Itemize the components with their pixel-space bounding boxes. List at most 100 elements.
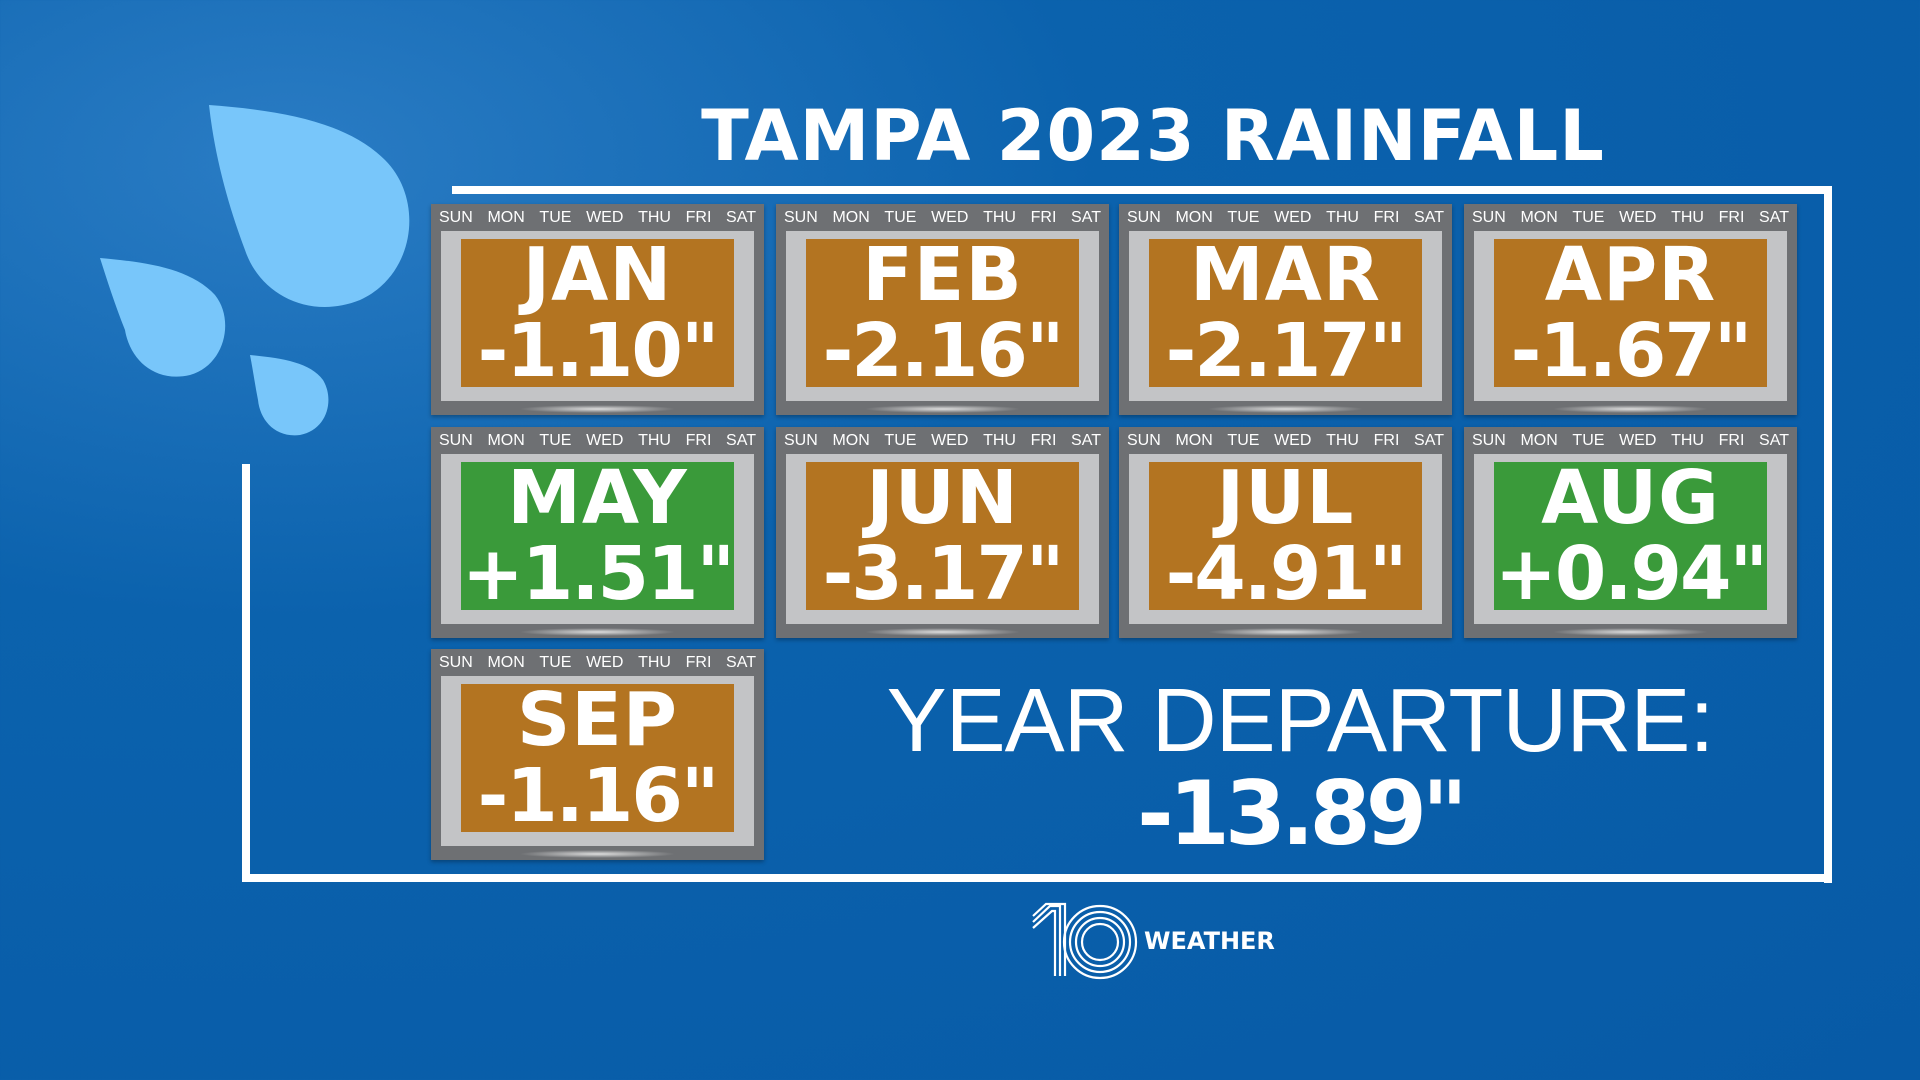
month-tile-aug: SUN MON TUE WED THU FRI SAT AUG +0.94" [1464,427,1797,638]
weekday-label: WED [586,209,624,226]
frame-right [1824,186,1832,883]
weekday-label: WED [1274,209,1312,226]
weekday-label: SAT [1071,432,1101,449]
month-departure: +0.94" [1494,531,1768,617]
month-tile-jun: SUN MON TUE WED THU FRI SAT JUN -3.17" [776,427,1109,638]
weekday-label: TUE [884,432,917,449]
weekday-label: WED [586,432,624,449]
weekday-label: SUN [784,209,818,226]
weekday-header: SUN MON TUE WED THU FRI SAT [431,204,764,231]
weekday-header: SUN MON TUE WED THU FRI SAT [431,649,764,676]
month-label: FEB [862,232,1023,318]
month-label: JAN [522,232,673,318]
tile-plate: MAR -2.17" [1129,231,1442,413]
month-label: MAR [1190,232,1381,318]
month-departure: -1.16" [477,753,720,839]
page-title: TAMPA 2023 RAINFALL [701,95,1605,177]
weekday-label: TUE [539,654,572,671]
tile-plate: FEB -2.16" [786,231,1099,413]
weekday-label: TUE [539,432,572,449]
tile-plate: APR -1.67" [1474,231,1787,413]
weekday-label: SAT [726,209,756,226]
weekday-label: MON [487,209,525,226]
month-departure: -2.16" [822,308,1065,394]
weekday-label: MON [1520,209,1558,226]
weekday-header: SUN MON TUE WED THU FRI SAT [1119,204,1452,231]
month-tile-mar: SUN MON TUE WED THU FRI SAT MAR -2.17" [1119,204,1452,415]
month-departure: -3.17" [822,531,1065,617]
weekday-label: WED [931,432,969,449]
weekday-label: THU [638,432,671,449]
weekday-label: TUE [1572,432,1605,449]
tile-plate: MAY +1.51" [441,454,754,636]
weekday-label: TUE [1227,209,1260,226]
weekday-label: SUN [439,654,473,671]
weekday-label: MON [832,432,870,449]
weekday-label: SAT [1414,209,1444,226]
month-label: JUL [1216,455,1355,541]
weekday-label: SUN [439,432,473,449]
frame-top [452,186,1831,194]
weekday-label: THU [638,209,671,226]
weekday-label: MON [487,432,525,449]
weekday-label: SUN [1127,432,1161,449]
departure-box: FEB -2.16" [806,232,1079,394]
month-label: AUG [1541,455,1720,541]
weekday-header: SUN MON TUE WED THU FRI SAT [1464,204,1797,231]
departure-box: APR -1.67" [1494,232,1767,394]
tile-plate: JAN -1.10" [441,231,754,413]
weekday-label: FRI [1718,432,1745,449]
month-departure: -1.67" [1510,308,1753,394]
weekday-label: SUN [1472,209,1506,226]
weekday-label: FRI [1718,209,1745,226]
weekday-label: SUN [1127,209,1161,226]
weekday-label: SUN [439,209,473,226]
weekday-label: TUE [1572,209,1605,226]
logo-text: WEATHER [1144,927,1275,955]
month-tile-sep: SUN MON TUE WED THU FRI SAT SEP -1.16" [431,649,764,860]
tile-plate: JUN -3.17" [786,454,1099,636]
weekday-header: SUN MON TUE WED THU FRI SAT [776,427,1109,454]
weekday-label: SAT [1759,432,1789,449]
weekday-label: FRI [685,209,712,226]
month-departure: -1.10" [477,308,720,394]
weekday-label: TUE [1227,432,1260,449]
departure-box: JAN -1.10" [461,232,734,394]
weekday-label: THU [1326,209,1359,226]
tile-plate: SEP -1.16" [441,676,754,858]
weekday-label: WED [1274,432,1312,449]
weekday-label: MON [1175,209,1213,226]
month-label: APR [1544,232,1717,318]
departure-box: MAY +1.51" [461,461,735,617]
month-tile-apr: SUN MON TUE WED THU FRI SAT APR -1.67" [1464,204,1797,415]
weekday-header: SUN MON TUE WED THU FRI SAT [1464,427,1797,454]
month-tile-feb: SUN MON TUE WED THU FRI SAT FEB -2.16" [776,204,1109,415]
month-label: JUN [866,455,1019,541]
month-label: SEP [516,677,679,763]
weekday-label: FRI [685,654,712,671]
frame-left [242,464,250,882]
weekday-label: MON [1520,432,1558,449]
departure-box: MAR -2.17" [1149,232,1422,394]
weekday-label: THU [983,209,1016,226]
month-tile-jul: SUN MON TUE WED THU FRI SAT JUL -4.91" [1119,427,1452,638]
weekday-label: SAT [1759,209,1789,226]
frame-bottom [242,874,1832,882]
weekday-label: MON [1175,432,1213,449]
weekday-label: SAT [1414,432,1444,449]
month-departure: -2.17" [1165,308,1408,394]
weekday-label: FRI [1030,432,1057,449]
month-tile-jan: SUN MON TUE WED THU FRI SAT JAN -1.10" [431,204,764,415]
weekday-label: THU [1671,209,1704,226]
month-departure: +1.51" [461,531,735,617]
weekday-label: SUN [1472,432,1506,449]
weekday-label: FRI [685,432,712,449]
departure-box: SEP -1.16" [461,677,734,839]
departure-box: JUN -3.17" [806,455,1079,617]
weekday-label: WED [1619,432,1657,449]
station-logo: WEATHER [1030,902,1275,980]
weekday-label: FRI [1030,209,1057,226]
month-tile-may: SUN MON TUE WED THU FRI SAT MAY +1.51" [431,427,764,638]
weekday-label: SAT [726,432,756,449]
weekday-label: THU [1326,432,1359,449]
